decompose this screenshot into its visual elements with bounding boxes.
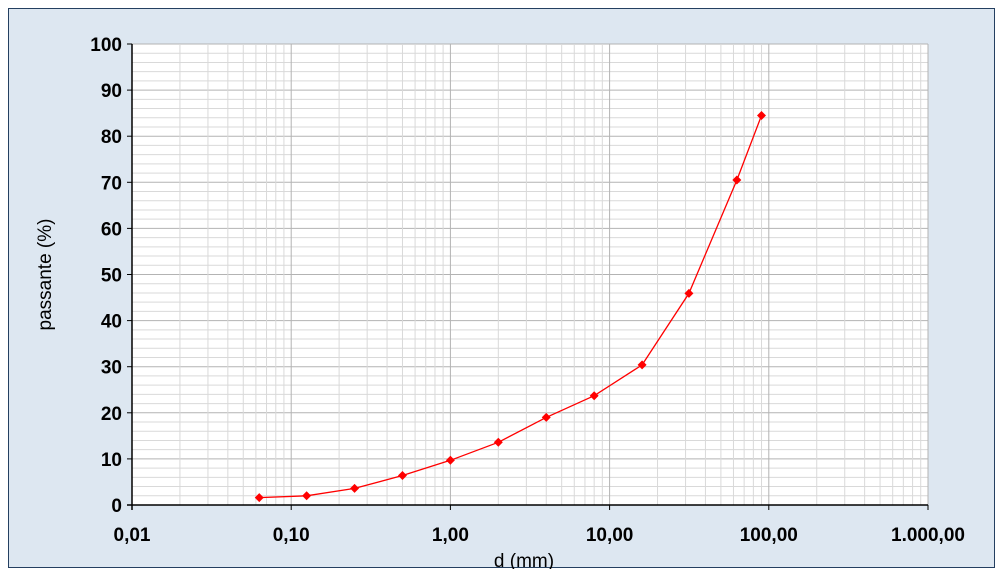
data-point bbox=[397, 470, 407, 480]
y-tick-label: 10 bbox=[101, 450, 122, 471]
data-point bbox=[757, 110, 767, 120]
x-tick-label: 10,00 bbox=[586, 525, 634, 546]
data-point bbox=[350, 483, 360, 493]
x-tick-label: 0,01 bbox=[114, 525, 151, 546]
y-tick-label: 70 bbox=[101, 173, 122, 194]
data-series bbox=[254, 110, 767, 503]
y-tick-label: 50 bbox=[101, 266, 122, 287]
axes bbox=[127, 43, 929, 510]
y-tick-label: 80 bbox=[101, 127, 122, 148]
grading-curve-chart: 0 10 20 30 40 50 60 70 80 90 100 0,01 0,10 1,00 10,00 1… bbox=[35, 35, 965, 569]
chart-frame: 0 10 20 30 40 50 60 70 80 90 100 0,01 0,10 1,00 10,00 1… bbox=[8, 8, 995, 569]
grid-lines bbox=[131, 43, 929, 506]
y-tick-label: 100 bbox=[90, 35, 122, 56]
data-point bbox=[445, 455, 455, 465]
x-tick-label: 100,00 bbox=[740, 525, 798, 546]
y-tick-label: 90 bbox=[101, 81, 122, 102]
data-point bbox=[493, 437, 503, 447]
data-point bbox=[302, 491, 312, 501]
y-tick-label: 0 bbox=[111, 496, 122, 517]
x-tick-label: 0,10 bbox=[273, 525, 310, 546]
y-tick-label: 60 bbox=[101, 219, 122, 240]
x-axis-title: d (mm) bbox=[494, 551, 554, 569]
y-axis-title: passante (%) bbox=[35, 219, 56, 331]
x-tick-label: 1,00 bbox=[432, 525, 469, 546]
data-point bbox=[541, 412, 551, 422]
y-tick-label: 20 bbox=[101, 404, 122, 425]
tick-labels: 0 10 20 30 40 50 60 70 80 90 100 0,01 0,10 1,00 10,00 1… bbox=[90, 35, 965, 546]
data-point bbox=[684, 288, 694, 298]
series-line bbox=[259, 115, 763, 499]
data-point bbox=[732, 175, 742, 185]
data-point bbox=[589, 391, 599, 401]
data-point bbox=[637, 360, 647, 370]
y-tick-label: 40 bbox=[101, 312, 122, 333]
x-tick-label: 1.000,00 bbox=[891, 525, 965, 546]
y-tick-label: 30 bbox=[101, 358, 122, 379]
